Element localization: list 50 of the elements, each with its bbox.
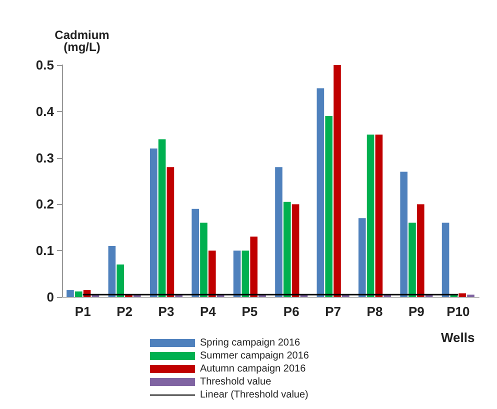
x-tick-label: P4	[200, 304, 217, 319]
bar	[192, 208, 199, 297]
y-tick-label: 0.5	[36, 58, 54, 72]
y-axis-title: Cadmium (mg/L)	[54, 28, 110, 54]
x-tick-label: P1	[74, 304, 91, 319]
bar	[74, 291, 82, 297]
bar	[283, 202, 291, 297]
legend-label: Threshold value	[200, 376, 272, 388]
y-tick-label: 0.2	[36, 196, 54, 212]
legend-label: Summer campaign 2016	[200, 350, 310, 362]
bar	[233, 250, 241, 297]
bar	[458, 293, 466, 297]
bar	[66, 290, 74, 297]
bar	[242, 250, 250, 297]
bar	[108, 246, 116, 297]
x-tick-label: P9	[408, 304, 424, 319]
x-tick-label: P2	[116, 304, 133, 319]
y-tick-label: 0.4	[36, 104, 55, 119]
legend-label: Autumn campaign 2016	[200, 364, 306, 374]
y-tick-label: 0.1	[36, 243, 54, 258]
x-tick-label: P5	[242, 304, 258, 319]
bar	[325, 116, 332, 297]
x-tick-label: P7	[325, 304, 342, 319]
bar	[375, 134, 383, 297]
bar	[250, 236, 258, 297]
y-tick-label: 0	[46, 290, 54, 304]
bar	[408, 222, 416, 297]
x-tick-label: P6	[283, 304, 300, 319]
x-tick-label: P10	[446, 304, 470, 319]
bar	[334, 65, 341, 297]
bar	[442, 222, 450, 297]
bar	[366, 134, 374, 297]
x-axis-title: Wells	[441, 330, 475, 345]
bar	[200, 222, 208, 297]
bar	[400, 172, 408, 297]
y-tick-label: 0.3	[36, 150, 54, 166]
bar	[166, 167, 174, 297]
legend-label: Spring campaign 2016	[200, 338, 301, 348]
bar	[358, 218, 366, 297]
x-tick-label: P8	[366, 304, 383, 319]
bar	[208, 250, 216, 297]
bar	[158, 139, 166, 297]
bar	[275, 167, 282, 297]
legend-label: Linear (Threshold value)	[200, 390, 308, 400]
bar	[292, 204, 300, 297]
bar	[150, 148, 158, 297]
bar	[417, 204, 424, 297]
x-tick-label: P3	[158, 304, 174, 319]
bar	[116, 264, 124, 297]
bar	[316, 88, 324, 297]
